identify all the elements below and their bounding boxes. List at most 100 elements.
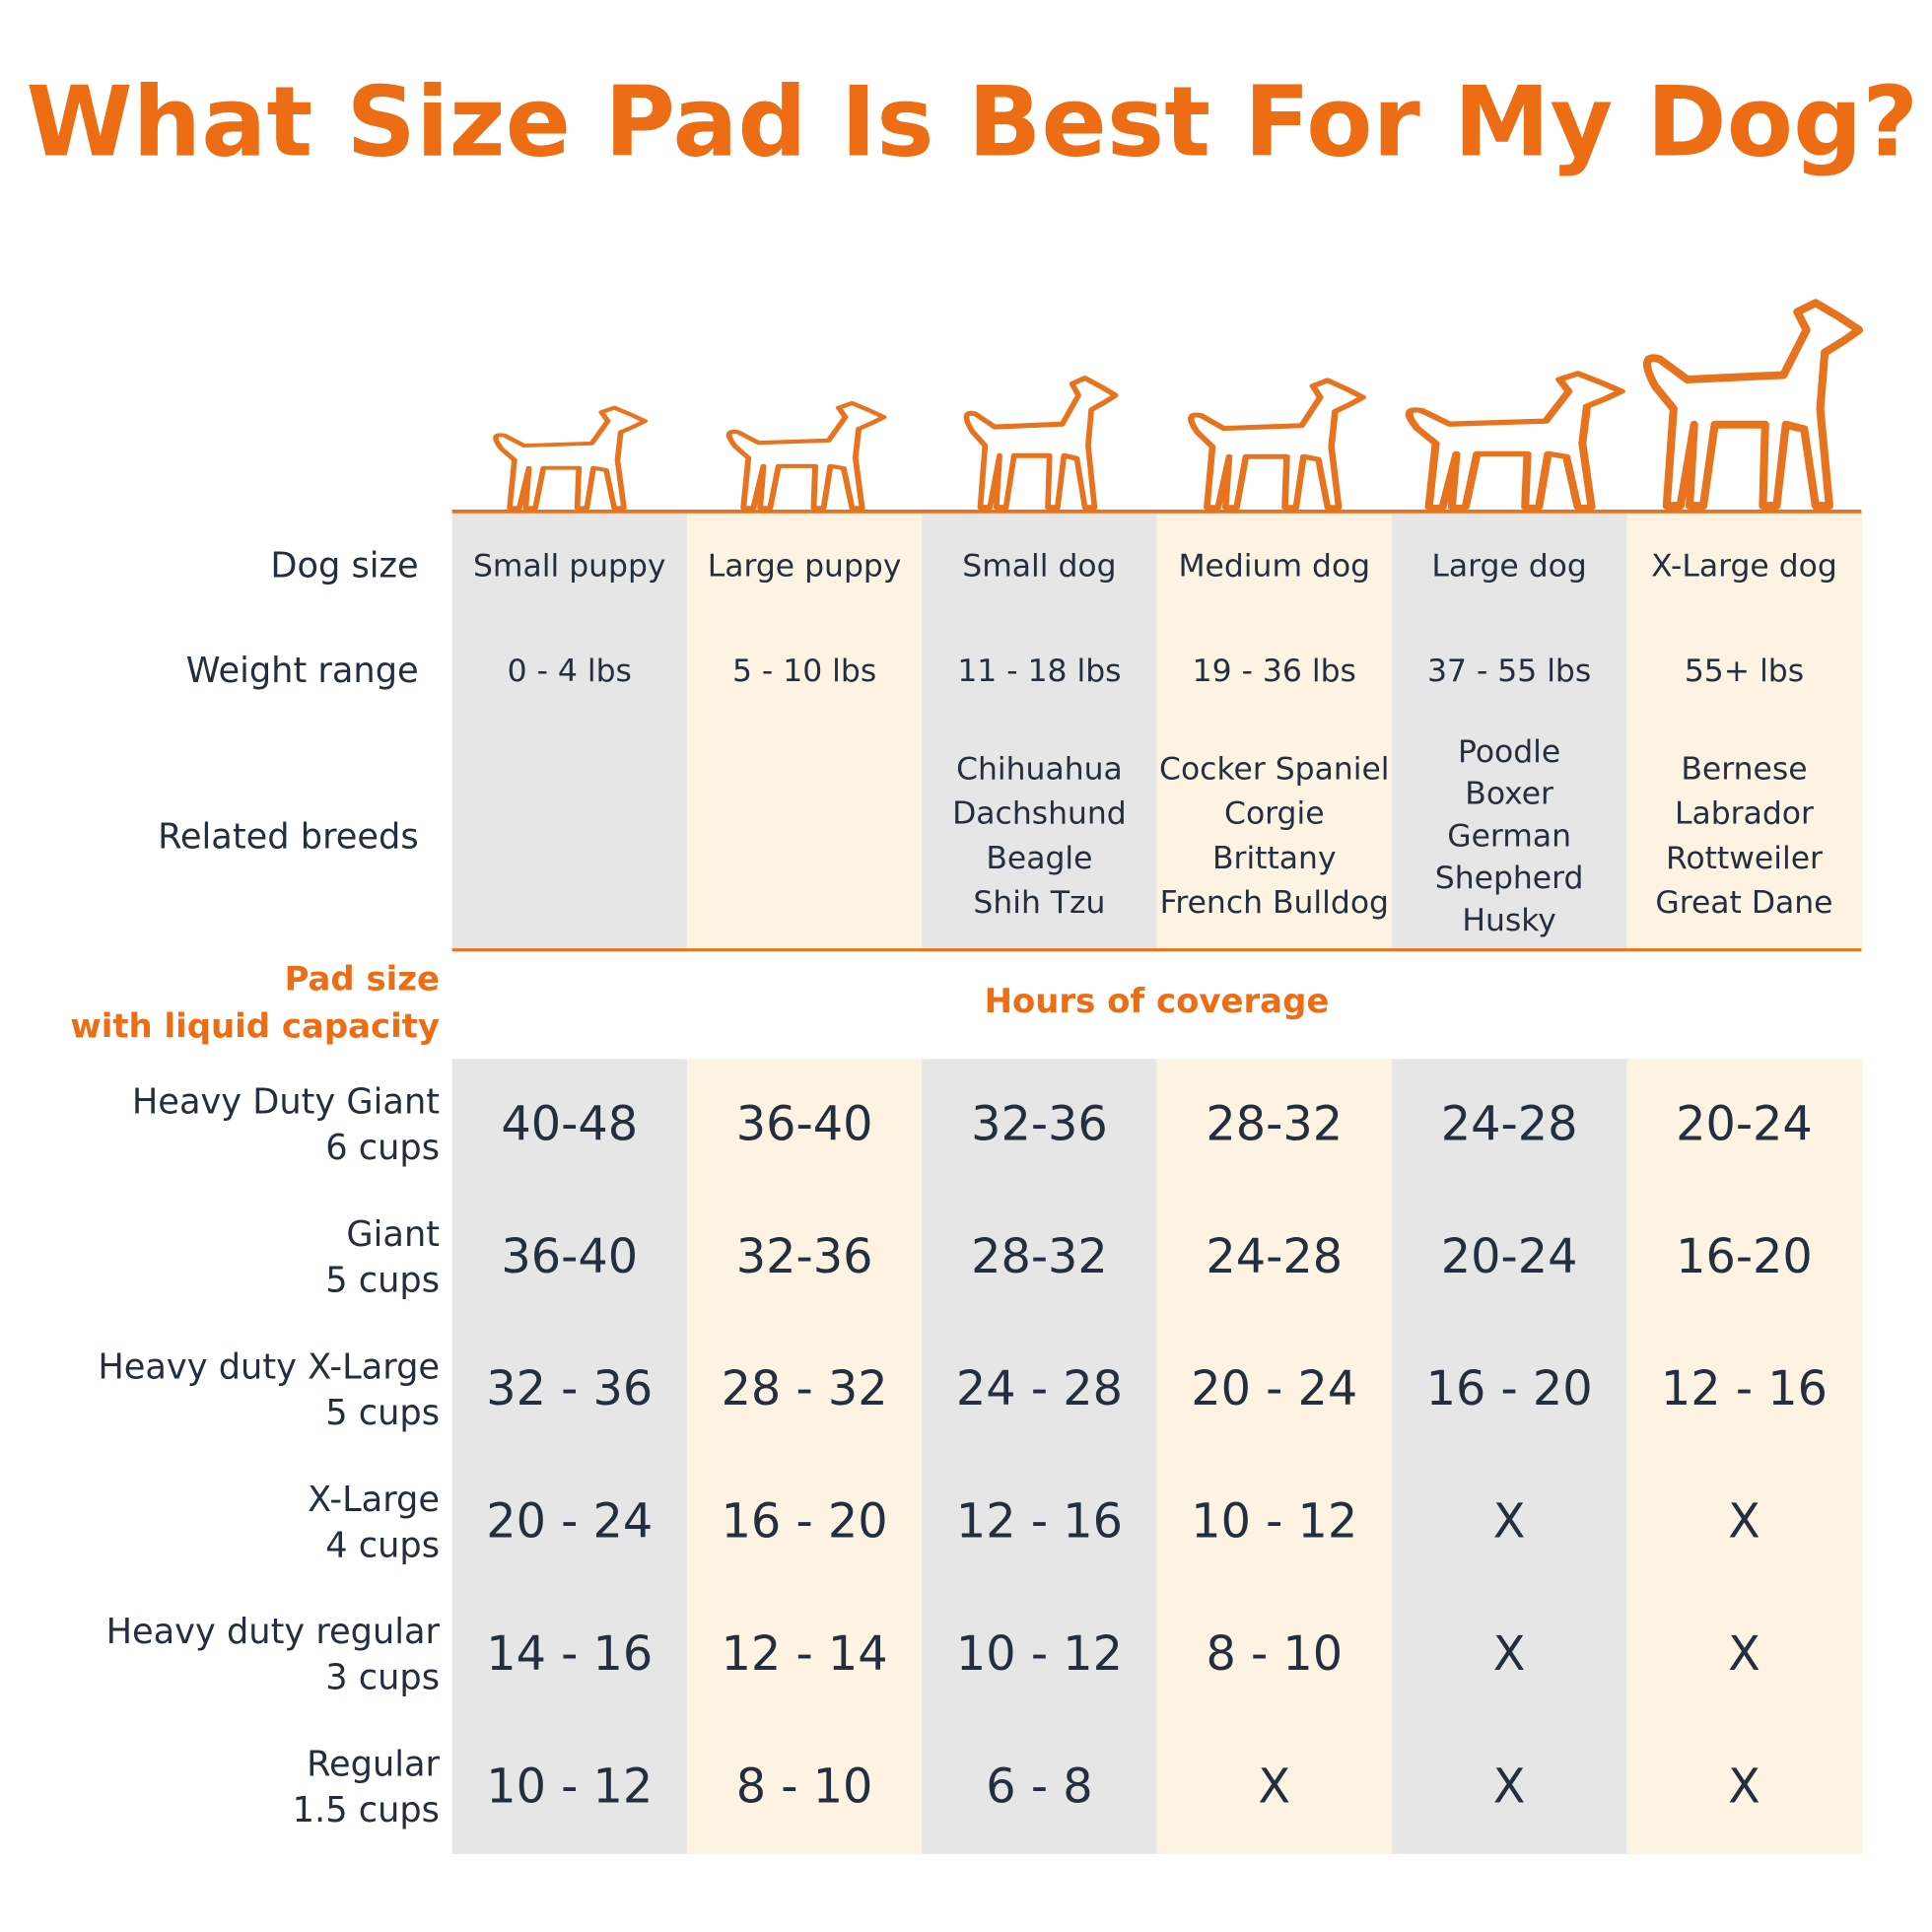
pad-capacity: 5 cups xyxy=(325,1393,440,1433)
column-bg xyxy=(1156,1059,1393,1854)
hours-cell: 10 - 12 xyxy=(486,1760,653,1815)
pad-name: Giant xyxy=(346,1214,440,1255)
column-bg xyxy=(1391,1059,1627,1854)
dog-size: Large dog xyxy=(1431,548,1586,584)
dog-icon xyxy=(496,408,645,509)
pad-capacity: 1.5 cups xyxy=(293,1790,440,1830)
column-bg xyxy=(922,511,1158,950)
breed: Husky xyxy=(1462,903,1556,938)
hours-cell: X xyxy=(1493,1495,1526,1550)
hours-cell: 10 - 12 xyxy=(1191,1495,1357,1550)
hours-cell: 20 - 24 xyxy=(1191,1362,1357,1416)
hours-cell: 14 - 16 xyxy=(486,1627,653,1682)
hours-cell: 12 - 16 xyxy=(956,1495,1123,1550)
hours-cell: 20-24 xyxy=(1676,1097,1813,1151)
hours-cell: 12 - 16 xyxy=(1661,1362,1828,1416)
dog-icon xyxy=(1647,303,1859,506)
breed: Beagle xyxy=(986,841,1092,876)
breed: German xyxy=(1447,818,1571,854)
column-bg xyxy=(922,1059,1158,1854)
hours-cell: 32-36 xyxy=(736,1230,873,1284)
dog-icon xyxy=(1410,374,1622,508)
dog-icon xyxy=(1191,380,1362,508)
hours-cell: 12 - 14 xyxy=(722,1627,888,1682)
pad-name: Heavy Duty Giant xyxy=(132,1081,440,1122)
hours-cell: 24-28 xyxy=(1206,1230,1343,1284)
hours-cell: 8 - 10 xyxy=(736,1760,873,1815)
hours-cell: 24 - 28 xyxy=(956,1362,1123,1416)
hours-cell: 24-28 xyxy=(1441,1097,1578,1151)
hours-cell: 28 - 32 xyxy=(722,1362,888,1416)
column-bg xyxy=(686,511,923,950)
pad-capacity: 6 cups xyxy=(325,1128,440,1168)
breed: Great Dane xyxy=(1655,885,1832,921)
column-bg xyxy=(1391,511,1627,950)
weight-range: 37 - 55 lbs xyxy=(1427,654,1591,689)
hours-cell: X xyxy=(1258,1760,1290,1815)
row-label: Weight range xyxy=(186,651,419,691)
pad-header: with liquid capacity xyxy=(70,1006,440,1045)
column-bg xyxy=(1626,1059,1863,1854)
hours-cell: 28-32 xyxy=(971,1230,1108,1284)
pad-name: Regular xyxy=(307,1745,440,1785)
hours-cell: 16-20 xyxy=(1676,1230,1813,1284)
weight-range: 0 - 4 lbs xyxy=(508,654,632,689)
title: What Size Pad Is Best For My Dog? xyxy=(26,67,1918,179)
dog-icons xyxy=(496,303,1859,508)
breed: Chihuahua xyxy=(956,751,1123,787)
dog-icon xyxy=(729,403,884,508)
hours-cell: 8 - 10 xyxy=(1206,1627,1343,1682)
weight-range: 55+ lbs xyxy=(1685,654,1804,689)
column-bg xyxy=(451,511,688,950)
column-bg xyxy=(451,1059,688,1854)
breed: Poodle xyxy=(1458,734,1560,770)
hours-cell: 16 - 20 xyxy=(1426,1362,1593,1416)
hours-cell: 40-48 xyxy=(501,1097,638,1151)
breed: Rottweiler xyxy=(1666,841,1823,876)
breed: Dachshund xyxy=(952,796,1127,832)
hours-cell: 20-24 xyxy=(1441,1230,1578,1284)
hours-cell: 20 - 24 xyxy=(486,1495,653,1550)
column-bg xyxy=(1626,511,1863,950)
weight-range: 5 - 10 lbs xyxy=(732,654,876,689)
hours-cell: X xyxy=(1728,1495,1760,1550)
breed: Boxer xyxy=(1465,777,1553,812)
pad-name: X-Large xyxy=(308,1480,440,1520)
weight-range: 19 - 36 lbs xyxy=(1193,654,1356,689)
dog-size: Medium dog xyxy=(1178,548,1370,584)
row-label: Related breeds xyxy=(158,817,419,858)
hours-cell: 36-40 xyxy=(501,1230,638,1284)
pad-name: Heavy duty regular xyxy=(106,1612,441,1652)
row-label: Dog size xyxy=(270,545,418,586)
dog-icon xyxy=(966,379,1115,508)
hours-cell: 32-36 xyxy=(971,1097,1108,1151)
dog-size: X-Large dog xyxy=(1651,548,1837,584)
breed: Labrador xyxy=(1675,796,1814,832)
dog-size: Large puppy xyxy=(708,548,902,584)
column-bg xyxy=(1156,511,1393,950)
column-bg xyxy=(686,1059,923,1854)
hours-cell: X xyxy=(1493,1627,1526,1682)
hours-cell: X xyxy=(1728,1760,1760,1815)
weight-range: 11 - 18 lbs xyxy=(957,654,1121,689)
breed: French Bulldog xyxy=(1160,885,1389,921)
hours-cell: X xyxy=(1493,1760,1526,1815)
dog-size: Small dog xyxy=(962,548,1116,584)
hours-cell: X xyxy=(1728,1627,1760,1682)
pad-header: Pad size xyxy=(285,960,440,999)
breed: Shepherd xyxy=(1435,861,1584,896)
pad-capacity: 4 cups xyxy=(325,1525,440,1565)
hours-cell: 10 - 12 xyxy=(956,1627,1123,1682)
dog-size: Small puppy xyxy=(473,548,666,584)
breed: Brittany xyxy=(1212,841,1337,876)
pad-capacity: 5 cups xyxy=(325,1260,440,1300)
hours-cell: 28-32 xyxy=(1206,1097,1343,1151)
breed: Shih Tzu xyxy=(973,885,1105,921)
breed: Bernese xyxy=(1681,751,1807,787)
coverage-header: Hours of coverage xyxy=(985,982,1330,1020)
breed: Cocker Spaniel xyxy=(1159,751,1389,787)
hours-cell: 6 - 8 xyxy=(986,1760,1092,1815)
pad-capacity: 3 cups xyxy=(325,1658,440,1698)
breed: Corgie xyxy=(1224,796,1325,832)
